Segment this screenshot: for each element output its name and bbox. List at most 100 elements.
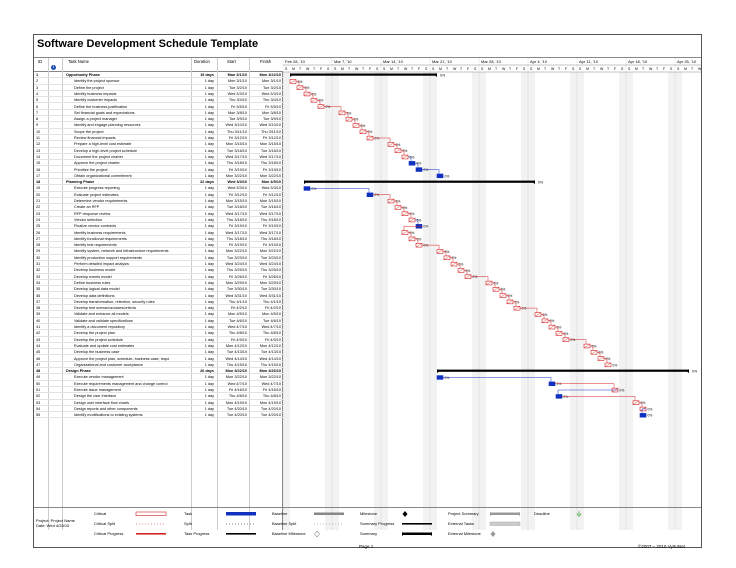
task-row[interactable]: 25 Finalize vendor contracts 1 day Fri 3/19… bbox=[34, 223, 283, 230]
task-row[interactable]: 22 Create an RFP 1 day Tue 3/16/10 Tue 3/16/… bbox=[34, 204, 283, 211]
task-row[interactable]: 23 RFP response review 1 day Wed 3/17/10 Wed… bbox=[34, 211, 283, 217]
col-id[interactable]: ID bbox=[38, 59, 43, 64]
task-row[interactable]: 43 Develop the project schedule 1 day Fri 4… bbox=[34, 337, 283, 343]
task-row[interactable]: 44 Evaluate and update cost estimates 1 da… bbox=[34, 343, 283, 350]
task-row[interactable]: 21 Determine vendor requirements 1 day Mon … bbox=[34, 198, 283, 205]
task-duration: 1 day bbox=[204, 249, 214, 254]
task-row[interactable]: 16 Prioritize the project 1 day Fri 3/19/10… bbox=[34, 167, 283, 173]
legend-label: Baseline Milestone bbox=[272, 531, 306, 536]
task-percent: 0% bbox=[326, 105, 331, 109]
task-row[interactable]: 53 Design user interface flow charts 1 day… bbox=[34, 400, 283, 406]
dependency-link bbox=[641, 408, 646, 414]
dependency-link bbox=[604, 358, 608, 363]
task-name: Identify business impacts bbox=[74, 91, 117, 96]
task-finish: Tue 3/23/10 bbox=[260, 255, 281, 260]
task-row[interactable]: 39 Validate and enhance all models 1 day Mo… bbox=[34, 311, 283, 318]
task-row[interactable]: 35 Develop logical data model 1 day Tue 3/3… bbox=[34, 286, 283, 293]
task-id: 31 bbox=[36, 262, 41, 266]
task-row[interactable]: 1 Opportunity Phase 15 days Mon 3/1/10 Mon 3… bbox=[34, 72, 283, 79]
task-start: Tue 3/23/10 bbox=[226, 255, 247, 260]
task-row[interactable]: 12 Prepare a high-level cost estimate 1 da… bbox=[34, 141, 283, 148]
task-row[interactable]: 15 Approve the project charter 1 day Thu 3/… bbox=[34, 160, 283, 167]
task-row[interactable]: 34 Define business rules 1 day Mon 3/29/10 M… bbox=[34, 280, 283, 287]
task-id: 20 bbox=[36, 192, 41, 197]
task-row[interactable]: 18 Planning Phase 22 days Wed 3/3/10 Mon 4/5… bbox=[34, 179, 283, 186]
task-id: 24 bbox=[36, 217, 41, 222]
task-duration: 1 day bbox=[204, 136, 214, 140]
task-row[interactable]: 47 Organizational and customer acceptance… bbox=[34, 362, 283, 369]
task-row[interactable]: 42 Develop the project plan 1 day Thu 4/8/1… bbox=[34, 330, 283, 337]
task-name: Execute vendor management bbox=[74, 375, 124, 380]
col-finish[interactable]: Finish bbox=[260, 59, 272, 64]
task-row[interactable]: 10 Scope the project 1 day Thu 3/11/10 Thu 3… bbox=[34, 129, 283, 135]
critical-hatch bbox=[597, 356, 605, 361]
critical-hatch bbox=[506, 299, 514, 304]
task-name: Identify a document repository bbox=[74, 325, 125, 329]
task-row[interactable]: 37 Develop transformation, retention, sec… bbox=[34, 299, 283, 306]
task-row[interactable]: 19 Execute progress reporting 1 day Wed 3/3… bbox=[34, 185, 283, 192]
task-percent: 0% bbox=[515, 300, 520, 304]
task-row[interactable]: 27 Identify functional requirements 1 day T… bbox=[34, 236, 283, 243]
task-row[interactable]: 45 Develop the business case 1 day Tue 4/13… bbox=[34, 349, 283, 356]
task-row[interactable]: 2 Identify the project sponsor 1 day Mon 3/… bbox=[34, 78, 283, 85]
col-start[interactable]: Start bbox=[227, 59, 236, 64]
task-row[interactable]: 32 Develop business model 1 day Thu 3/25/10… bbox=[34, 267, 283, 274]
task-row[interactable]: 30 Identify production support requiremen… bbox=[34, 255, 283, 261]
task-row[interactable]: 7 Set financial goals and expectations 1 d… bbox=[34, 110, 283, 117]
task-row[interactable]: 3 Define the project 1 day Tue 3/2/10 Tue 3/… bbox=[34, 85, 283, 91]
task-row[interactable]: 40 Validate and validate specifications 1 … bbox=[34, 318, 283, 324]
task-row[interactable]: 11 Review financial impacts 1 day Fri 3/12/… bbox=[34, 135, 283, 142]
task-id: 7 bbox=[36, 110, 39, 115]
critical-hatch bbox=[408, 217, 416, 223]
task-row[interactable]: 29 Identify system, network and infrastru… bbox=[34, 248, 283, 255]
task-row[interactable]: 46 Approve the project plan, schedule, bu… bbox=[34, 356, 283, 362]
task-row[interactable]: 41 Identify a document repository 1 day Wed… bbox=[34, 324, 283, 331]
task-row[interactable]: 55 Identify modifications to existing sys… bbox=[34, 412, 283, 419]
task-row[interactable]: 54 Design reports and other components 1 d… bbox=[34, 406, 283, 413]
task-id: 18 bbox=[36, 180, 41, 185]
task-row[interactable]: 33 Develop events model 1 day Fri 3/26/10 Fr… bbox=[34, 274, 283, 280]
task-row[interactable]: 28 Identify test requirements 1 day Fri 3/1… bbox=[34, 242, 283, 249]
task-percent: 0% bbox=[417, 237, 422, 241]
task-start: Wed 4/7/10 bbox=[227, 381, 247, 386]
task-finish: Mon 4/12/10 bbox=[259, 343, 281, 348]
task-row[interactable]: 24 Vendor selection 1 day Thu 3/18/10 Thu 3/… bbox=[34, 217, 283, 224]
col-duration[interactable]: Duration bbox=[194, 59, 210, 64]
task-row[interactable]: 31 Perform detailed impact analysis 1 day W… bbox=[34, 261, 283, 268]
summary-percent: 0% bbox=[538, 181, 543, 185]
task-row[interactable]: 8 Assign a project manager 1 day Tue 3/9/10… bbox=[34, 116, 283, 123]
weekend-shade bbox=[332, 72, 339, 530]
task-row[interactable]: 17 Obtain organizational commitment 1 day M… bbox=[34, 173, 283, 180]
task-progress-swatch bbox=[226, 533, 256, 535]
legend-label: Summary Progress bbox=[360, 521, 394, 526]
col-task-name[interactable]: Task Name bbox=[68, 59, 89, 64]
critical-hatch bbox=[562, 337, 570, 342]
task-id: 23 bbox=[36, 211, 41, 216]
task-row[interactable]: 50 Execute requirements management and ch… bbox=[34, 381, 283, 387]
task-duration: 1 day bbox=[204, 173, 214, 178]
task-row[interactable]: 49 Execute vendor management 1 day Mon 3/22… bbox=[34, 374, 283, 381]
day-label: T bbox=[299, 67, 302, 71]
task-finish: Tue 4/20/10 bbox=[260, 413, 281, 418]
task-row[interactable]: 38 Develop test scenarios/cases/criteria 1… bbox=[34, 305, 283, 312]
task-row[interactable]: 48 Design Phase 26 days Mon 3/22/10 Mon 4/26… bbox=[34, 368, 283, 375]
task-row[interactable]: 26 Identify business requirements 1 day Wed… bbox=[34, 230, 283, 236]
task-finish: Fri 3/19/10 bbox=[262, 224, 281, 229]
task-row[interactable]: 36 Develop data definitions 1 day Wed 3/31/… bbox=[34, 293, 283, 299]
task-row[interactable]: 4 Identify business impacts 1 day Wed 3/3/1… bbox=[34, 91, 283, 98]
task-row[interactable]: 52 Design the user interface 1 day Thu 4/8/… bbox=[34, 393, 283, 400]
task-row[interactable]: 5 Identify customer impacts 1 day Thu 3/4/1… bbox=[34, 97, 283, 104]
info-icon[interactable]: i bbox=[51, 65, 56, 70]
task-finish: Mon 3/22/10 bbox=[259, 375, 281, 380]
task-row[interactable]: 20 Evaluate project estimates 1 day Fri 3/1… bbox=[34, 192, 283, 198]
task-row[interactable]: 51 Execute issue management 1 day Fri 4/16/… bbox=[34, 387, 283, 394]
task-row[interactable]: 9 Identify and engage planning resources 1… bbox=[34, 122, 283, 129]
critical-hatch bbox=[289, 79, 297, 84]
weekend-shade bbox=[521, 72, 528, 530]
task-id: 2 bbox=[36, 79, 39, 84]
task-row[interactable]: 13 Develop a high-level project schedule 1… bbox=[34, 148, 283, 154]
day-label: S bbox=[572, 67, 575, 71]
task-row[interactable]: 6 Define the business justification 1 day F… bbox=[34, 104, 283, 110]
task-row[interactable]: 14 Document the project charter 1 day Wed 3… bbox=[34, 154, 283, 161]
critical-hatch bbox=[590, 350, 598, 355]
